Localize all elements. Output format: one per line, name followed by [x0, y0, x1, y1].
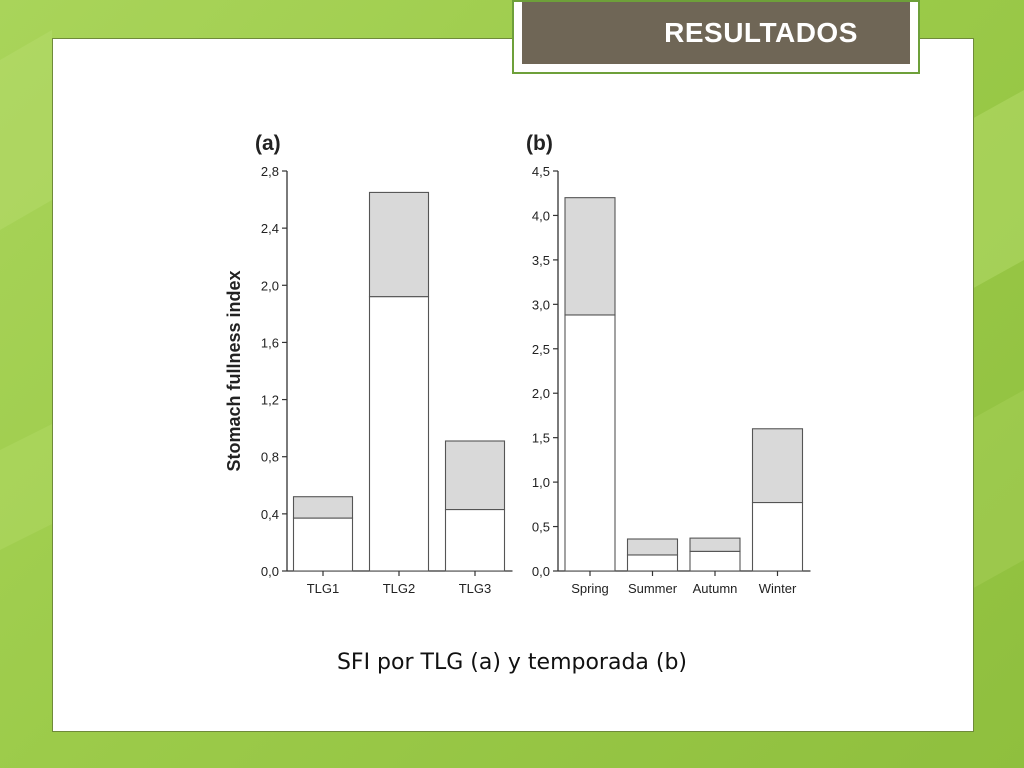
bar-upper-segment — [626, 538, 679, 556]
y-tick-label: 1,0 — [532, 475, 550, 490]
x-tick-label: Autumn — [693, 581, 738, 596]
y-tick-label: 2,4 — [261, 221, 279, 236]
bar-lower-segment — [368, 296, 430, 572]
y-tick-label: 1,5 — [532, 431, 550, 446]
bar-upper-segment — [564, 197, 616, 316]
slide-card — [52, 38, 974, 732]
title-tab: RESULTADOS — [512, 0, 920, 74]
panel-label: (b) — [526, 132, 553, 155]
x-tick-label: Spring — [571, 581, 609, 596]
bar-lower-segment — [564, 314, 616, 572]
slide-title: RESULTADOS — [664, 17, 858, 48]
bar-upper-segment — [444, 440, 506, 511]
y-tick-label: 2,0 — [261, 278, 279, 293]
chart-panel-a: (a) 0,0 0,4 0,8 1,2 1,6 2,0 2,4 2,8 TLG1 TLG2 TLG3 S… — [224, 132, 513, 596]
y-tick-label: 3,0 — [532, 297, 550, 312]
y-tick-label: 2,5 — [532, 342, 550, 357]
bar-upper-segment — [292, 496, 354, 519]
x-tick-label: TLG2 — [383, 581, 416, 596]
bar-lower-segment — [292, 517, 354, 572]
y-tick-label: 0,5 — [532, 520, 550, 535]
y-tick-label: 1,6 — [261, 335, 279, 350]
title-box: RESULTADOS — [522, 2, 910, 64]
y-tick-label: 0,0 — [261, 564, 279, 579]
bar-lower-segment — [626, 554, 679, 572]
bar-lower-segment — [689, 550, 741, 572]
x-tick-label: TLG3 — [459, 581, 492, 596]
bar-upper-segment — [751, 428, 804, 504]
y-tick-label: 1,2 — [261, 393, 279, 408]
bar-lower-segment — [751, 502, 804, 572]
panel-label: (a) — [255, 132, 281, 155]
bar-upper-segment — [689, 537, 741, 552]
y-tick-label: 4,0 — [532, 208, 550, 223]
y-tick-label: 4,5 — [532, 164, 550, 179]
x-tick-label: TLG1 — [307, 581, 340, 596]
y-tick-label: 0,0 — [532, 564, 550, 579]
bar-lower-segment — [444, 509, 506, 572]
y-tick-label: 0,8 — [261, 450, 279, 465]
x-tick-label: Summer — [628, 581, 678, 596]
y-tick-label: 3,5 — [532, 253, 550, 268]
y-axis-title: Stomach fullness index — [224, 270, 244, 471]
figure-caption: SFI por TLG (a) y temporada (b) — [336, 650, 688, 675]
y-tick-label: 2,8 — [261, 164, 279, 179]
y-tick-label: 2,0 — [532, 386, 550, 401]
chart-panel-b: (b) 0,0 0,5 1,0 1,5 2,0 2,5 3,0 3,5 4,0 4,5 Spring S… — [526, 132, 811, 596]
x-tick-label: Winter — [759, 581, 797, 596]
bar-upper-segment — [368, 191, 430, 298]
y-tick-label: 0,4 — [261, 507, 279, 522]
